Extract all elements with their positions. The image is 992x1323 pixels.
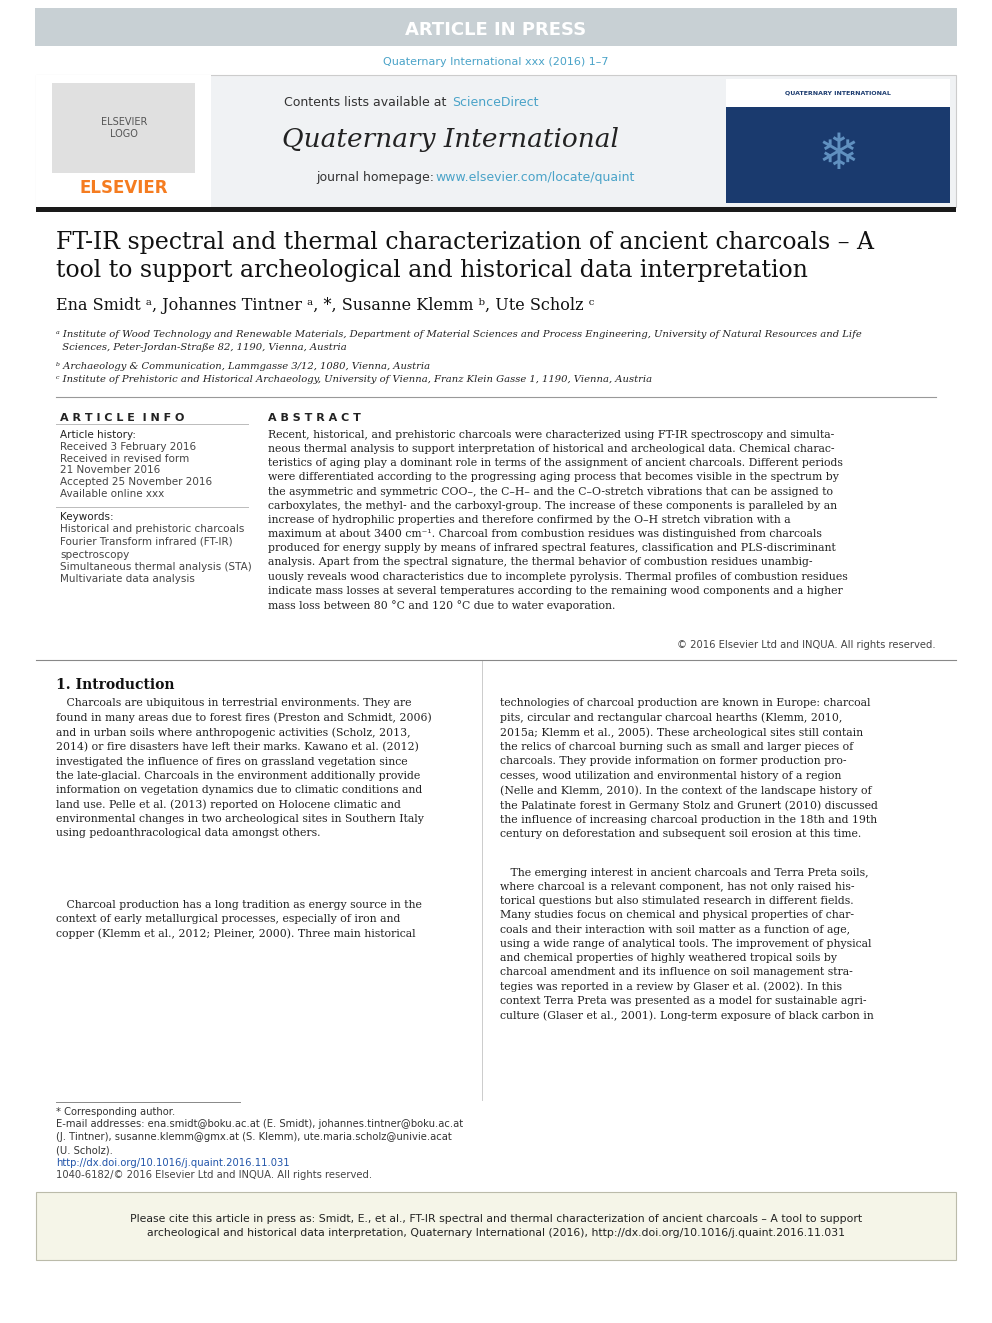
Text: A R T I C L E  I N F O: A R T I C L E I N F O (60, 413, 185, 423)
Text: Charcoals are ubiquitous in terrestrial environments. They are
found in many are: Charcoals are ubiquitous in terrestrial … (56, 699, 432, 839)
Text: 1. Introduction: 1. Introduction (56, 677, 175, 692)
Text: Article history:: Article history: (60, 430, 136, 441)
Text: technologies of charcoal production are known in Europe: charcoal
pits, circular: technologies of charcoal production are … (500, 699, 878, 839)
Text: E-mail addresses: ena.smidt@boku.ac.at (E. Smidt), johannes.tintner@boku.ac.at
(: E-mail addresses: ena.smidt@boku.ac.at (… (56, 1119, 463, 1155)
Text: Keywords:: Keywords: (60, 512, 114, 523)
Text: Available online xxx: Available online xxx (60, 490, 165, 499)
Text: ELSEVIER: ELSEVIER (79, 179, 169, 197)
Bar (52, 83, 195, 173)
Text: Contents lists available at: Contents lists available at (284, 97, 450, 110)
Text: Accepted 25 November 2016: Accepted 25 November 2016 (60, 478, 212, 487)
Text: Received 3 February 2016: Received 3 February 2016 (60, 442, 196, 452)
Text: Quaternary International xxx (2016) 1–7: Quaternary International xxx (2016) 1–7 (383, 57, 609, 67)
Text: * Corresponding author.: * Corresponding author. (56, 1107, 176, 1117)
Text: www.elsevier.com/locate/quaint: www.elsevier.com/locate/quaint (435, 171, 634, 184)
Text: tool to support archeological and historical data interpretation: tool to support archeological and histor… (56, 258, 807, 282)
Bar (726, 79, 950, 202)
Bar (36, 75, 211, 206)
Text: Historical and prehistoric charcoals: Historical and prehistoric charcoals (60, 524, 244, 534)
Text: ᵇ Archaeology & Communication, Lammgasse 3/12, 1080, Vienna, Austria: ᵇ Archaeology & Communication, Lammgasse… (56, 363, 431, 370)
Text: A B S T R A C T: A B S T R A C T (268, 413, 361, 423)
Bar (726, 107, 950, 202)
Text: Recent, historical, and prehistoric charcoals were characterized using FT-IR spe: Recent, historical, and prehistoric char… (268, 430, 848, 611)
Text: QUATERNARY INTERNATIONAL: QUATERNARY INTERNATIONAL (785, 90, 891, 95)
Bar (36, 206, 956, 212)
Text: ❄: ❄ (817, 131, 859, 179)
Text: journal homepage:: journal homepage: (316, 171, 438, 184)
Bar (36, 75, 956, 206)
Bar (36, 1192, 956, 1259)
Bar (726, 79, 950, 107)
Text: Received in revised form: Received in revised form (60, 454, 189, 464)
Text: Ena Smidt ᵃ, Johannes Tintner ᵃ, *, Susanne Klemm ᵇ, Ute Scholz ᶜ: Ena Smidt ᵃ, Johannes Tintner ᵃ, *, Susa… (56, 298, 594, 315)
Text: Please cite this article in press as: Smidt, E., et al., FT-IR spectral and ther: Please cite this article in press as: Sm… (130, 1213, 862, 1238)
Text: Fourier Transform infrared (FT-IR)
spectroscopy: Fourier Transform infrared (FT-IR) spect… (60, 537, 233, 560)
Text: Simultaneous thermal analysis (STA): Simultaneous thermal analysis (STA) (60, 561, 252, 572)
Bar (35, 8, 957, 46)
Text: ᵃ Institute of Wood Technology and Renewable Materials, Department of Material S: ᵃ Institute of Wood Technology and Renew… (56, 329, 862, 352)
Text: ScienceDirect: ScienceDirect (452, 97, 539, 110)
Text: Quaternary International: Quaternary International (282, 127, 618, 152)
Text: Charcoal production has a long tradition as energy source in the
context of earl: Charcoal production has a long tradition… (56, 900, 422, 939)
Text: © 2016 Elsevier Ltd and INQUA. All rights reserved.: © 2016 Elsevier Ltd and INQUA. All right… (678, 640, 936, 650)
Text: Multivariate data analysis: Multivariate data analysis (60, 574, 194, 583)
Text: http://dx.doi.org/10.1016/j.quaint.2016.11.031: http://dx.doi.org/10.1016/j.quaint.2016.… (56, 1158, 290, 1168)
Text: ARTICLE IN PRESS: ARTICLE IN PRESS (406, 21, 586, 38)
Text: ᶜ Institute of Prehistoric and Historical Archaeology, University of Vienna, Fra: ᶜ Institute of Prehistoric and Historica… (56, 374, 652, 384)
Text: FT-IR spectral and thermal characterization of ancient charcoals – A: FT-IR spectral and thermal characterizat… (56, 230, 874, 254)
Text: ELSEVIER
LOGO: ELSEVIER LOGO (101, 118, 147, 139)
Text: The emerging interest in ancient charcoals and Terra Preta soils,
where charcoal: The emerging interest in ancient charcoa… (500, 868, 874, 1021)
Text: 21 November 2016: 21 November 2016 (60, 464, 161, 475)
Text: 1040-6182/© 2016 Elsevier Ltd and INQUA. All rights reserved.: 1040-6182/© 2016 Elsevier Ltd and INQUA.… (56, 1170, 372, 1180)
